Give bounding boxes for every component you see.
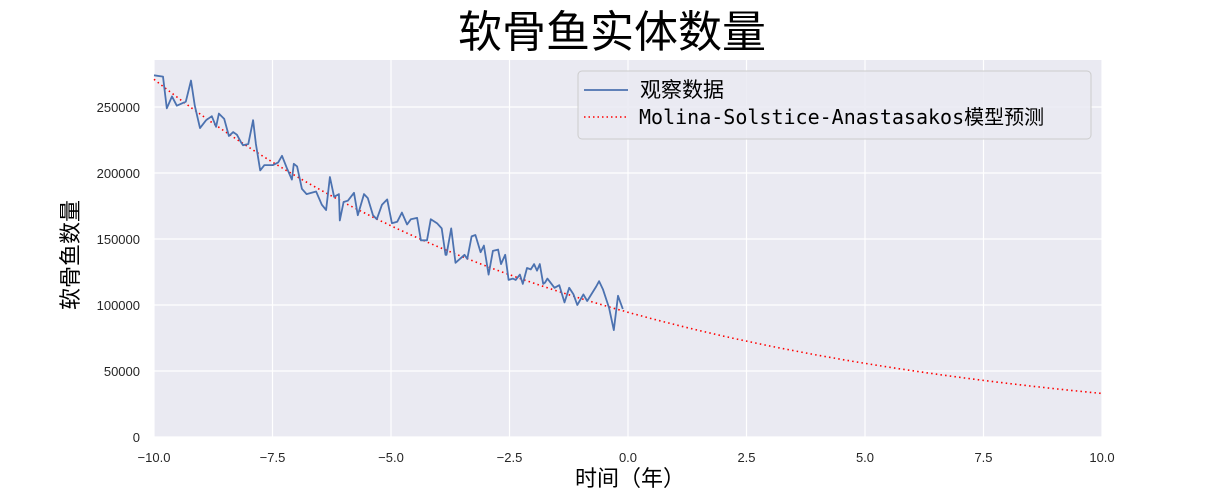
legend-observed-label: 观察数据	[640, 78, 724, 102]
legend-box	[577, 70, 1092, 140]
y-tick-label: 100000	[97, 298, 140, 313]
y-tick-label: 200000	[97, 166, 140, 181]
y-axis-ticks: 0 50000 100000 150000 200000 250000	[97, 100, 140, 445]
x-tick-label: −2.5	[497, 450, 523, 465]
legend: 观察数据 Molina-Solstice-Anastasakos模型预测	[577, 70, 1092, 140]
x-axis-label: 时间（年）	[575, 467, 685, 492]
model-prediction-line	[153, 78, 1103, 395]
x-tick-label: 2.5	[737, 450, 755, 465]
grid-lines	[153, 60, 1103, 438]
y-axis-label: 软骨鱼数量	[59, 200, 84, 310]
y-tick-label: 0	[133, 430, 140, 445]
x-tick-label: −7.5	[260, 450, 286, 465]
x-tick-label: 7.5	[974, 450, 992, 465]
x-tick-label: 10.0	[1089, 450, 1114, 465]
x-axis-ticks: −10.0 −7.5 −5.0 −2.5 0.0 2.5 5.0 7.5 10.0	[138, 450, 1115, 465]
x-tick-label: −10.0	[138, 450, 171, 465]
observed-data-line	[153, 74, 624, 332]
y-tick-label: 50000	[104, 364, 140, 379]
chart-title: 软骨鱼实体数量	[458, 7, 766, 58]
y-tick-label: 250000	[97, 100, 140, 115]
x-tick-label: −5.0	[378, 450, 404, 465]
x-tick-label: 5.0	[856, 450, 874, 465]
legend-model-label: Molina-Solstice-Anastasakos模型预测	[639, 105, 1044, 129]
y-tick-label: 150000	[97, 232, 140, 247]
series-group	[153, 74, 1103, 395]
x-tick-label: 0.0	[619, 450, 637, 465]
